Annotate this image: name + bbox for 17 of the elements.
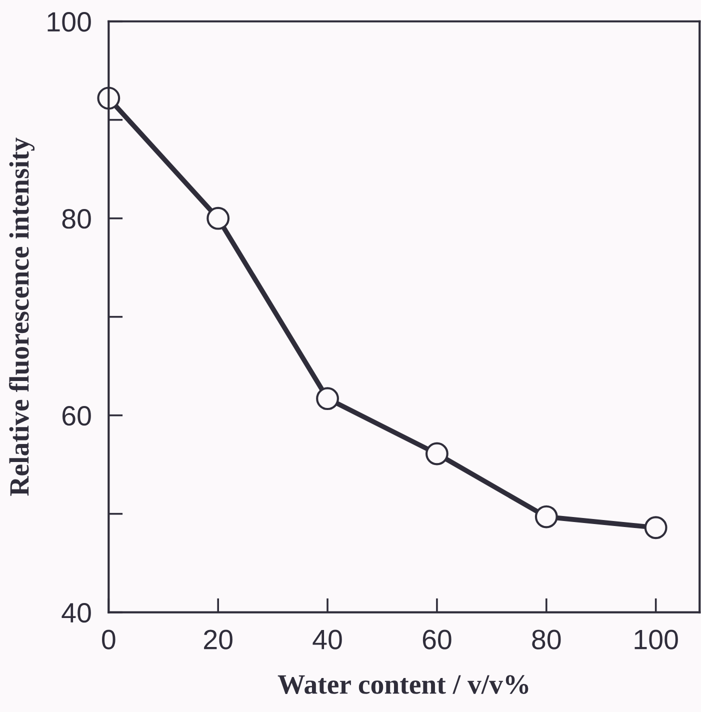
- x-tick-label: 0: [102, 630, 116, 650]
- x-tick-label: 40: [312, 630, 342, 650]
- y-tick-label: 60: [62, 406, 91, 426]
- y-tick-label: 100: [48, 12, 91, 32]
- point: [425, 442, 448, 466]
- x-tick-label: 100: [634, 630, 678, 650]
- y-tick-label: 80: [62, 209, 91, 229]
- x-tick-label: 20: [204, 630, 232, 650]
- x-axis-title: Water content / v/v%: [278, 675, 528, 694]
- y-axis-title: Relative fluorescence intensity: [8, 138, 35, 496]
- y-tick-label: 40: [62, 602, 91, 623]
- x-tick-label: 80: [532, 630, 561, 650]
- point: [644, 516, 668, 540]
- point: [534, 505, 558, 528]
- x-tick-label: 60: [422, 630, 452, 650]
- point: [316, 387, 339, 410]
- point: [206, 206, 230, 230]
